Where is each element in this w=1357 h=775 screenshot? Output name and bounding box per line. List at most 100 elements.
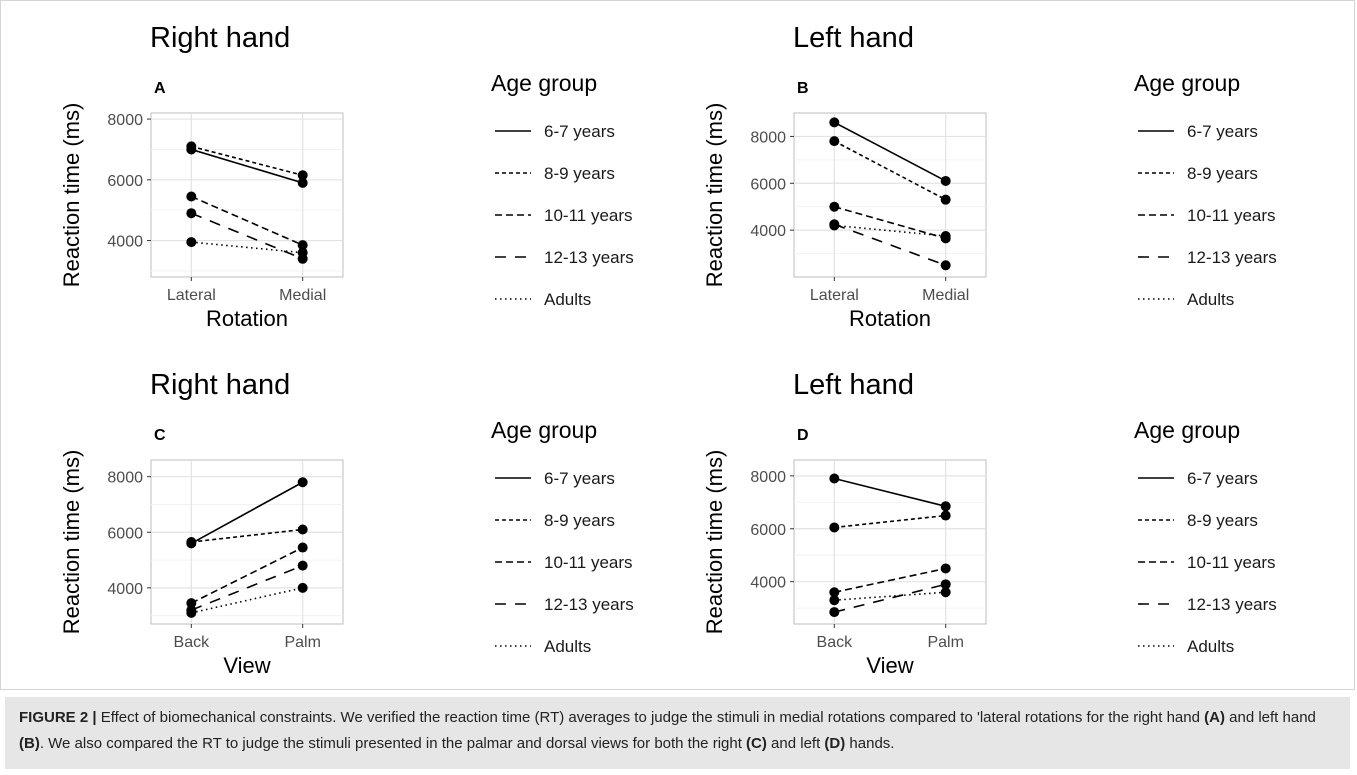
data-point xyxy=(186,607,197,618)
data-point xyxy=(297,542,308,553)
data-point xyxy=(297,560,308,571)
y-tick-label: 6000 xyxy=(107,525,143,542)
series-line xyxy=(191,528,303,543)
plot-area xyxy=(150,459,344,625)
x-tick-label: Back xyxy=(174,634,211,651)
y-tick-label: 4000 xyxy=(107,234,143,251)
caption-label: FIGURE 2 | xyxy=(19,709,97,726)
y-axis-label: Reaction time (ms) xyxy=(702,103,727,288)
series-line xyxy=(834,205,946,240)
panel-letter: A xyxy=(154,80,166,97)
caption-text-2: and left hand xyxy=(1224,709,1316,726)
data-point xyxy=(940,194,951,205)
x-tick-label: Lateral xyxy=(167,287,216,304)
data-point xyxy=(940,587,951,598)
data-point xyxy=(186,191,197,202)
legend-label: Adults xyxy=(544,637,591,656)
series-line xyxy=(833,121,947,182)
chart-panel-b: Left hand B 4000 6000 8000 Lateral Medial Rotat… xyxy=(702,22,1277,331)
legend-label: Adults xyxy=(1187,290,1234,309)
series-line xyxy=(834,514,946,529)
caption-text-4: and left xyxy=(766,735,825,752)
legend-label: 10-11 years xyxy=(1187,553,1276,572)
y-axis-label: Reaction time (ms) xyxy=(59,450,84,635)
legend-label: 10-11 years xyxy=(1187,206,1276,225)
data-point xyxy=(186,537,197,547)
x-axis-label: Rotation xyxy=(206,306,288,331)
data-point xyxy=(829,201,840,212)
data-point xyxy=(297,170,308,181)
y-axis-label: Reaction time (ms) xyxy=(702,450,727,635)
legend-title: Age group xyxy=(491,70,597,96)
y-tick-label: 6000 xyxy=(750,176,786,193)
data-point xyxy=(186,237,197,248)
data-point xyxy=(829,220,840,231)
y-tick-label: 8000 xyxy=(107,112,143,129)
x-tick-label: Back xyxy=(817,634,854,651)
series-line xyxy=(191,145,303,177)
x-tick-label: Palm xyxy=(284,634,320,651)
series-line xyxy=(190,481,304,545)
y-tick-label: 4000 xyxy=(107,581,143,598)
legend-label: 12-13 years xyxy=(544,595,634,614)
data-point xyxy=(186,208,197,219)
legend-label: 8-9 years xyxy=(544,511,615,530)
data-point xyxy=(829,607,840,618)
legend-label: 8-9 years xyxy=(544,164,615,183)
series-line xyxy=(834,591,946,601)
legend-label: Adults xyxy=(544,290,591,309)
series-line xyxy=(191,587,303,614)
data-point xyxy=(829,136,840,147)
x-tick-label: Medial xyxy=(922,287,969,304)
series-line xyxy=(834,477,946,508)
data-point xyxy=(297,247,308,258)
legend-label: 8-9 years xyxy=(1187,511,1258,530)
caption-text-5: hands. xyxy=(845,735,895,752)
chart-panel-d: Left hand D 4000 6000 8000 Back Palm View Reacti… xyxy=(702,369,1277,678)
series-line xyxy=(190,546,304,604)
x-axis-label: Rotation xyxy=(849,306,931,331)
data-point xyxy=(186,141,197,152)
legend-label: 12-13 years xyxy=(544,248,634,267)
chart-title: Right hand xyxy=(150,22,290,54)
x-tick-label: Medial xyxy=(279,287,326,304)
y-tick-label: 8000 xyxy=(750,469,786,486)
figure-caption: FIGURE 2 | Effect of biomechanical const… xyxy=(5,697,1350,769)
y-tick-label: 4000 xyxy=(750,223,786,240)
chart-panel-a: Right hand A 4000 6000 8000 Lateral Medial Rota… xyxy=(59,22,634,331)
caption-ref-c: (C) xyxy=(746,735,767,752)
data-point xyxy=(829,117,840,128)
data-point xyxy=(297,240,308,251)
caption-ref-d: (D) xyxy=(824,735,846,752)
data-point xyxy=(297,177,308,188)
chart-title: Left hand xyxy=(793,369,914,401)
legend-label: 10-11 years xyxy=(544,206,633,225)
legend-title: Age group xyxy=(1134,70,1240,96)
data-point xyxy=(940,260,951,271)
data-point xyxy=(940,563,951,574)
y-tick-label: 8000 xyxy=(750,129,786,146)
data-point xyxy=(940,231,951,241)
data-point xyxy=(940,510,951,521)
y-tick-label: 4000 xyxy=(750,575,786,592)
y-tick-label: 6000 xyxy=(107,173,143,190)
series-line xyxy=(191,195,303,246)
legend-label: 8-9 years xyxy=(1187,164,1258,183)
panel-letter: C xyxy=(154,427,166,444)
x-axis-label: View xyxy=(223,653,270,678)
legend-label: 12-13 years xyxy=(1187,248,1277,267)
legend-label: 6-7 years xyxy=(1187,469,1258,488)
x-axis-label: View xyxy=(866,653,913,678)
y-tick-label: 6000 xyxy=(750,522,786,539)
series-line xyxy=(191,212,303,260)
panel-letter: D xyxy=(797,427,809,444)
data-point xyxy=(297,582,308,593)
legend-label: 12-13 years xyxy=(1187,595,1277,614)
chart-title: Left hand xyxy=(793,22,914,54)
series-line xyxy=(834,567,946,594)
series-line xyxy=(834,224,946,237)
legend-label: 6-7 years xyxy=(1187,122,1258,141)
data-point xyxy=(829,587,840,598)
plot-area xyxy=(793,459,987,625)
